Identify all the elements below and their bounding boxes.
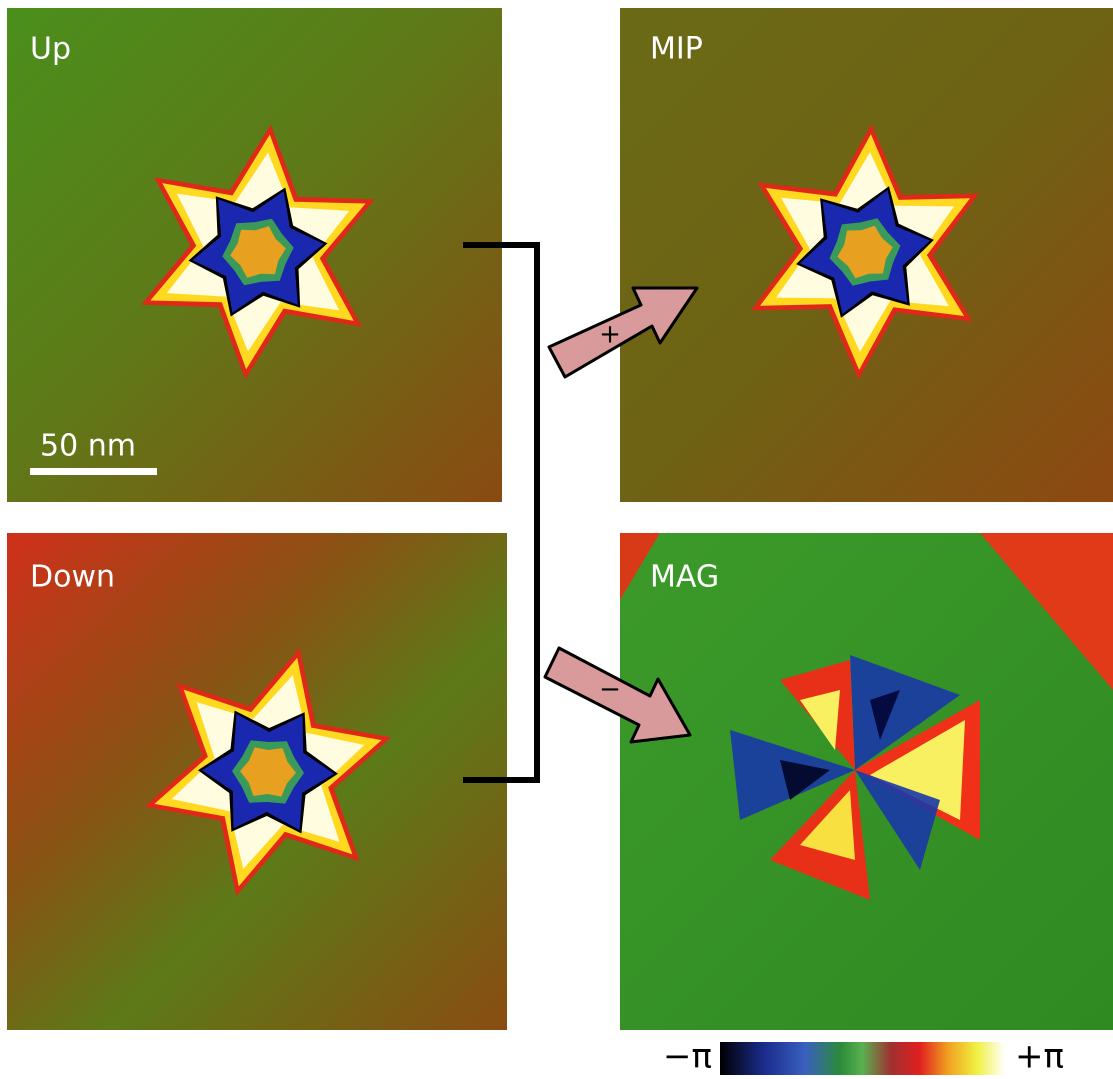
panel-label: MIP — [650, 32, 703, 67]
star-center — [837, 225, 893, 279]
colorbar — [720, 1042, 1005, 1075]
lobe — [800, 690, 840, 750]
colorbar-min: −π — [663, 1037, 712, 1076]
panel-label: Up — [30, 32, 71, 67]
panel-label: MAG — [650, 560, 719, 595]
star-center — [240, 747, 296, 797]
lobe — [870, 720, 965, 820]
scale-bar — [30, 468, 157, 475]
arrow-sign: − — [599, 675, 621, 705]
mag-corner — [620, 533, 660, 600]
star-center — [230, 226, 286, 278]
bracket — [463, 242, 540, 783]
lobe — [855, 770, 940, 870]
colorbar-max: +π — [1015, 1037, 1064, 1076]
arrow-plus — [547, 286, 699, 379]
mag-lobes — [730, 655, 980, 900]
lobe — [780, 760, 830, 800]
lobe — [870, 690, 900, 740]
scale-bar-label: 50 nm — [40, 429, 136, 464]
arrow-minus — [543, 646, 692, 744]
stars — [141, 124, 979, 896]
arrow-sign: + — [599, 320, 621, 350]
mag-corner — [980, 533, 1113, 690]
panel-label: Down — [30, 560, 115, 595]
lobe — [850, 655, 960, 770]
lobe — [800, 790, 855, 860]
